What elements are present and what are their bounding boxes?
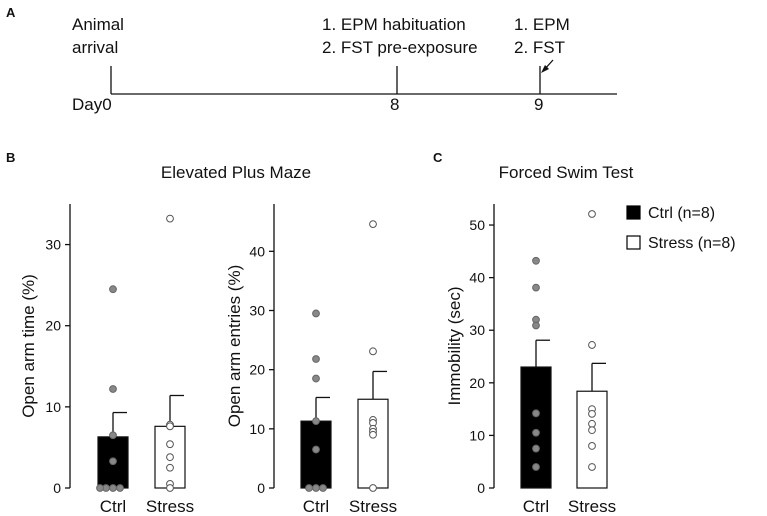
timeline-day9-step2: 2. FST <box>514 38 565 57</box>
y-tick-label: 30 <box>249 303 265 319</box>
data-point-ctrl <box>312 445 320 454</box>
data-point-stress <box>588 442 596 450</box>
y-axis-label-open-arm-entries: Open arm entries (%) <box>225 265 244 428</box>
data-point-stress <box>369 220 377 229</box>
x-tick-label-stress: Stress <box>349 497 397 516</box>
chart-open-arm-time: 0 10 20 30 Open arm time (%) Ctrl Stress <box>19 204 194 516</box>
legend-label-ctrl: Ctrl (n=8) <box>648 205 715 222</box>
data-point-ctrl <box>109 385 117 393</box>
data-point-stress <box>588 341 596 349</box>
data-point-ctrl <box>532 256 540 265</box>
x-tick-label-ctrl: Ctrl <box>100 497 126 516</box>
chart-immobility: 0 10 20 30 40 50 Immobility (sec) Ctrl Stress <box>445 204 616 516</box>
y-tick-label: 0 <box>53 480 61 496</box>
data-point-ctrl <box>109 285 117 294</box>
data-point-stress <box>588 210 596 218</box>
legend-swatch-ctrl <box>626 205 641 220</box>
data-point-ctrl <box>96 484 104 492</box>
timeline-arrival-line2: arrival <box>72 38 118 57</box>
timeline-day8-step2: 2. FST pre-exposure <box>322 38 478 57</box>
data-point-stress <box>588 426 596 435</box>
fst-title: Forced Swim Test <box>499 163 634 182</box>
data-point-ctrl <box>312 484 320 492</box>
data-point-ctrl <box>116 484 124 492</box>
x-tick-label-stress: Stress <box>146 497 194 516</box>
panel-letter-c: C <box>433 150 443 165</box>
data-point-ctrl <box>109 484 117 492</box>
y-tick-label: 20 <box>45 318 61 334</box>
data-point-stress <box>166 440 174 449</box>
data-point-ctrl <box>532 321 540 330</box>
data-point-stress <box>369 484 377 492</box>
data-point-ctrl <box>532 463 540 471</box>
data-point-ctrl <box>532 428 540 437</box>
y-tick-label: 40 <box>469 270 485 286</box>
data-point-ctrl <box>312 309 320 318</box>
timeline-day0-label: Day0 <box>72 95 112 114</box>
timeline-arrival-line1: Animal <box>72 15 124 34</box>
y-tick-label: 30 <box>469 322 485 338</box>
y-tick-label: 20 <box>469 375 485 391</box>
data-point-stress <box>588 409 596 418</box>
timeline-day9-label: 9 <box>534 95 543 114</box>
x-tick-label-ctrl: Ctrl <box>523 497 549 516</box>
data-point-stress <box>166 453 174 462</box>
data-point-ctrl <box>319 484 327 492</box>
y-tick-label: 20 <box>249 362 265 378</box>
y-tick-label: 30 <box>45 237 61 253</box>
x-tick-label-stress: Stress <box>568 497 616 516</box>
y-tick-label: 0 <box>257 480 265 496</box>
epm-title: Elevated Plus Maze <box>161 163 311 182</box>
data-point-ctrl <box>109 431 117 440</box>
legend-swatch-stress <box>626 235 641 250</box>
y-tick-label: 0 <box>477 480 485 496</box>
data-point-stress <box>369 430 377 439</box>
arrow-icon <box>541 59 554 73</box>
chart-open-arm-entries: 0 10 20 30 40 Open arm entries (%) Ctrl Stress <box>225 204 397 516</box>
y-tick-label: 40 <box>249 243 265 259</box>
data-point-stress <box>588 463 596 471</box>
data-point-stress <box>166 214 174 223</box>
x-tick-label-ctrl: Ctrl <box>303 497 329 516</box>
y-tick-label: 10 <box>249 421 265 437</box>
y-tick-label: 10 <box>469 427 485 443</box>
legend: Ctrl (n=8) Stress (n=8) <box>626 205 736 252</box>
data-point-ctrl <box>109 457 117 466</box>
timeline-day8-label: 8 <box>390 95 399 114</box>
panel-letter-a: A <box>6 5 16 20</box>
data-point-ctrl <box>532 444 540 453</box>
bar-ctrl <box>300 420 332 489</box>
y-axis-label-immobility: Immobility (sec) <box>445 286 464 405</box>
data-point-stress <box>588 419 596 428</box>
data-point-stress <box>166 463 174 472</box>
y-tick-label: 10 <box>45 399 61 415</box>
bar-stress <box>357 398 389 489</box>
data-point-stress <box>166 484 174 492</box>
data-point-stress <box>369 347 377 356</box>
data-point-ctrl <box>312 417 320 426</box>
timeline-day8-step1: 1. EPM habituation <box>322 15 466 34</box>
panel-letter-b: B <box>6 150 15 165</box>
data-point-ctrl <box>312 374 320 383</box>
legend-label-stress: Stress (n=8) <box>648 235 736 252</box>
data-point-stress <box>166 422 174 431</box>
data-point-ctrl <box>305 484 313 492</box>
data-point-ctrl <box>312 355 320 363</box>
y-tick-label: 50 <box>469 217 485 233</box>
data-point-ctrl <box>532 409 540 418</box>
y-axis-label-open-arm-time: Open arm time (%) <box>19 274 38 418</box>
timeline-day9-step1: 1. EPM <box>514 15 570 34</box>
data-point-ctrl <box>532 283 540 292</box>
